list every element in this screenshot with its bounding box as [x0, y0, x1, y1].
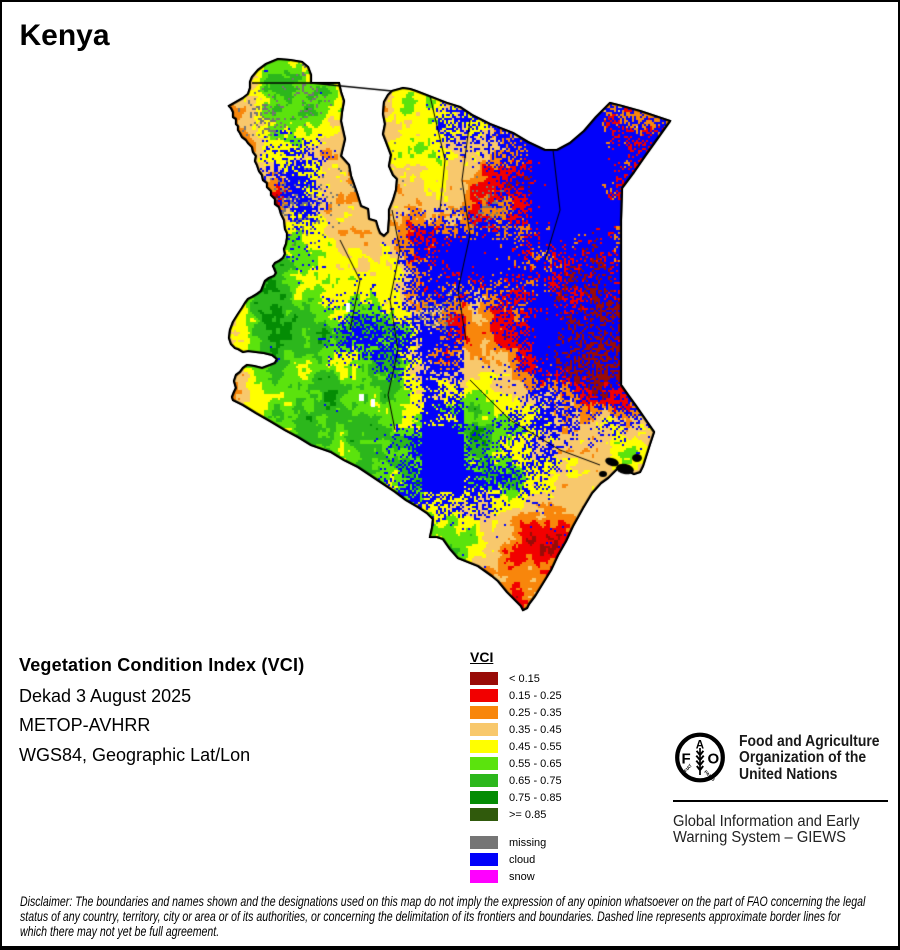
svg-text:F: F	[682, 751, 691, 768]
svg-text:FIAT: FIAT	[683, 763, 693, 774]
svg-text:A: A	[696, 740, 704, 752]
svg-text:O: O	[708, 751, 720, 768]
